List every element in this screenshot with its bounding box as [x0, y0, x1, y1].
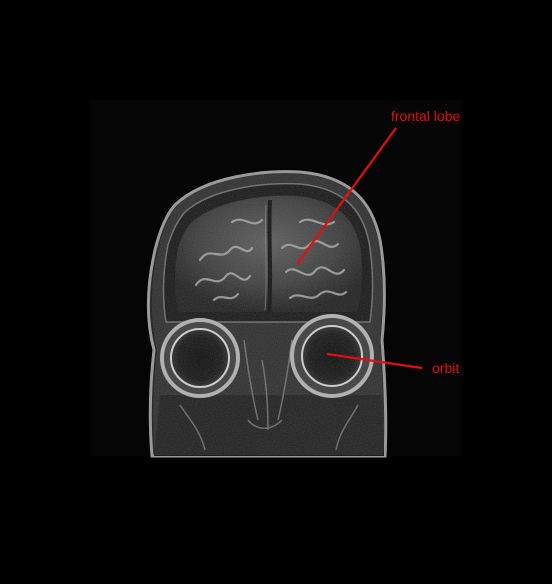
orbit-label: orbit	[432, 360, 460, 376]
orbit-pointer	[326, 352, 423, 370]
frontal-lobe-label: frontal lobe	[391, 108, 461, 124]
frontal-lobe-pointer	[296, 127, 397, 265]
